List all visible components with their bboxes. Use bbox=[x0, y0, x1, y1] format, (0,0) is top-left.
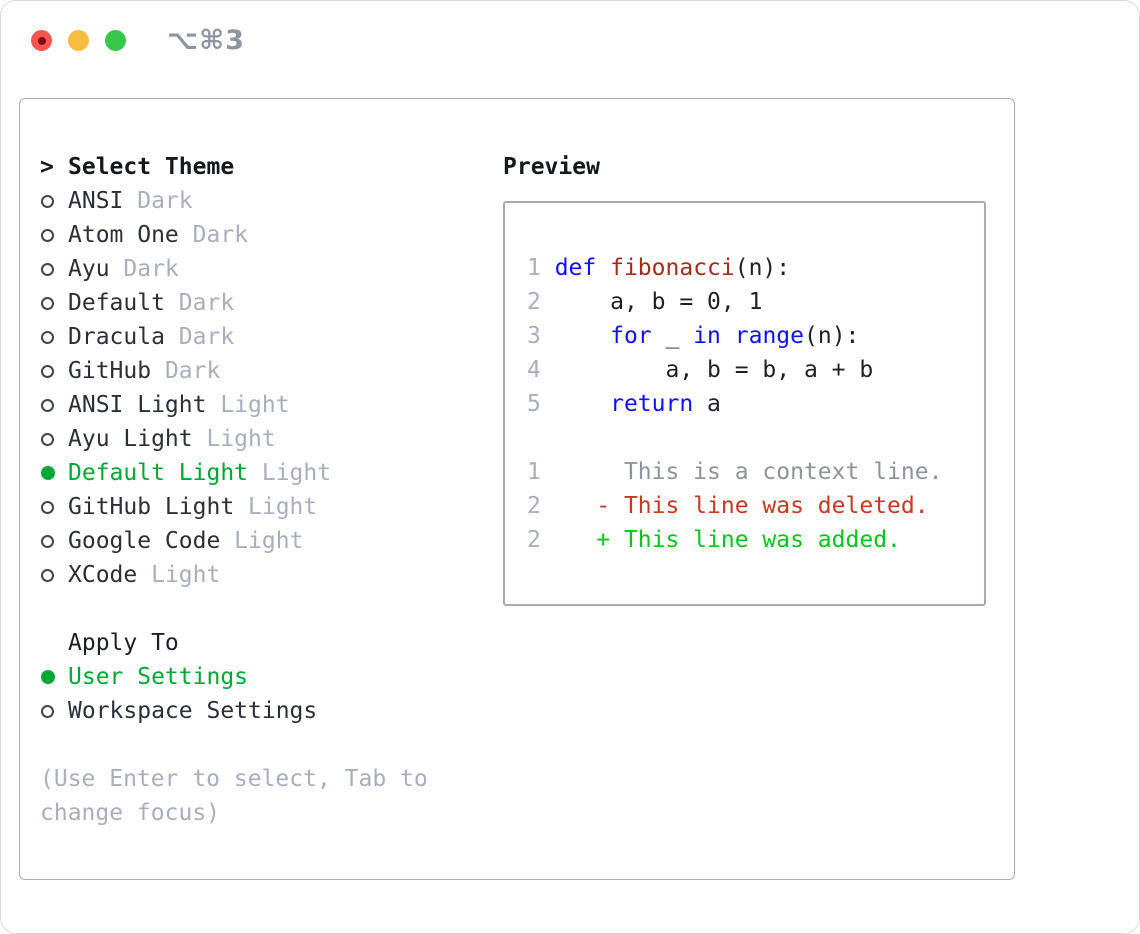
code-line: 5 return a bbox=[527, 391, 721, 417]
option-variant-label: Light bbox=[220, 528, 304, 554]
theme-option-default-light[interactable]: Default Light Light bbox=[40, 456, 495, 490]
option-label: Ayu bbox=[68, 256, 110, 282]
option-variant-label: Dark bbox=[151, 358, 221, 384]
code-line: 2 + This line was added. bbox=[527, 527, 901, 553]
radio-icon bbox=[40, 194, 68, 208]
radio-icon bbox=[40, 330, 68, 344]
radio-selected-icon bbox=[40, 466, 68, 480]
theme-option-google-code[interactable]: Google Code Light bbox=[40, 524, 495, 558]
option-variant-label: Light bbox=[137, 562, 221, 588]
code-line: 2 a, b = 0, 1 bbox=[527, 289, 763, 315]
theme-option-dracula[interactable]: Dracula Dark bbox=[40, 320, 495, 354]
option-label: ANSI bbox=[68, 188, 124, 214]
close-button[interactable] bbox=[31, 30, 52, 51]
option-label: Default Light bbox=[68, 460, 249, 486]
code-line: 4 a, b = b, a + b bbox=[527, 357, 874, 383]
theme-option-xcode[interactable]: XCode Light bbox=[40, 558, 495, 592]
option-variant-label: Dark bbox=[178, 222, 249, 248]
option-variant-label: Light bbox=[206, 392, 290, 418]
spacer bbox=[40, 592, 495, 626]
option-label: Atom One bbox=[68, 222, 179, 248]
apply-to-header: Apply To bbox=[40, 626, 495, 660]
preview-code: 1 def fibonacci(n): 2 a, b = 0, 1 3 for _ … bbox=[527, 251, 974, 557]
option-variant-label: Dark bbox=[164, 290, 235, 316]
option-variant-label: Dark bbox=[123, 188, 193, 214]
theme-option-github-light[interactable]: GitHub Light Light bbox=[40, 490, 495, 524]
option-variant-label: Light bbox=[248, 460, 332, 486]
radio-icon bbox=[40, 704, 68, 718]
option-label: GitHub Light bbox=[68, 494, 235, 520]
radio-icon bbox=[40, 262, 68, 276]
theme-option-github[interactable]: GitHub Dark bbox=[40, 354, 495, 388]
hint-line-2: change focus) bbox=[40, 800, 221, 826]
theme-option-ansi-light[interactable]: ANSI Light Light bbox=[40, 388, 495, 422]
code-line: 1 This is a context line. bbox=[527, 459, 943, 485]
radio-icon bbox=[40, 568, 68, 582]
window-title: ⌥⌘3 bbox=[167, 25, 245, 56]
apply-to-label: Apply To bbox=[68, 630, 179, 656]
theme-option-ayu-light[interactable]: Ayu Light Light bbox=[40, 422, 495, 456]
option-label: ANSI Light bbox=[68, 392, 207, 418]
apply-to-list: User Settings Workspace Settings bbox=[40, 660, 495, 728]
select-theme-header: > Select Theme bbox=[40, 150, 495, 184]
hint-line-1: (Use Enter to select, Tab to bbox=[40, 766, 428, 792]
theme-option-ayu[interactable]: Ayu Dark bbox=[40, 252, 495, 286]
preview-label: Preview bbox=[503, 154, 600, 180]
option-label: GitHub bbox=[68, 358, 152, 384]
radio-icon bbox=[40, 228, 68, 242]
theme-option-default[interactable]: Default Dark bbox=[40, 286, 495, 320]
radio-icon bbox=[40, 534, 68, 548]
option-label: Workspace Settings bbox=[68, 698, 318, 724]
radio-icon bbox=[40, 296, 68, 310]
option-label: User Settings bbox=[68, 664, 249, 690]
theme-list: ANSI Dark Atom One Dark Ayu Dark Default Da… bbox=[40, 184, 495, 592]
preview-box: 1 def fibonacci(n): 2 a, b = 0, 1 3 for _ … bbox=[503, 201, 986, 606]
close-dot-icon bbox=[37, 36, 46, 45]
code-line: 2 - This line was deleted. bbox=[527, 493, 929, 519]
window-titlebar: ⌥⌘3 bbox=[1, 1, 1139, 61]
radio-icon bbox=[40, 364, 68, 378]
option-variant-label: Light bbox=[234, 494, 318, 520]
zoom-button[interactable] bbox=[105, 30, 126, 51]
option-variant-label: Dark bbox=[164, 324, 235, 350]
code-line bbox=[527, 421, 974, 455]
code-line: 1 def fibonacci(n): bbox=[527, 255, 791, 281]
select-theme-label: Select Theme bbox=[68, 154, 235, 180]
option-label: XCode bbox=[68, 562, 138, 588]
code-line: 3 for _ in range(n): bbox=[527, 323, 860, 349]
option-variant-label: Dark bbox=[109, 256, 179, 282]
radio-icon bbox=[40, 398, 68, 412]
preview-column: Preview 1 def fibonacci(n): 2 a, b = 0, 1… bbox=[503, 150, 995, 606]
radio-selected-icon bbox=[40, 670, 68, 684]
hint-text: (Use Enter to select, Tab to change focu… bbox=[40, 762, 495, 830]
option-label: Ayu Light bbox=[68, 426, 193, 452]
option-variant-label: Light bbox=[192, 426, 276, 452]
spacer bbox=[40, 728, 495, 762]
minimize-button[interactable] bbox=[68, 30, 89, 51]
prompt-icon: > bbox=[40, 154, 54, 180]
radio-icon bbox=[40, 500, 68, 514]
option-label: Google Code bbox=[68, 528, 221, 554]
option-label: Dracula bbox=[68, 324, 165, 350]
theme-option-ansi[interactable]: ANSI Dark bbox=[40, 184, 495, 218]
theme-option-atom-one[interactable]: Atom One Dark bbox=[40, 218, 495, 252]
theme-picker-panel: > Select Theme ANSI Dark Atom One Dark Ayu… bbox=[19, 98, 1015, 880]
apply-option-workspace-settings[interactable]: Workspace Settings bbox=[40, 694, 495, 728]
option-label: Default bbox=[68, 290, 165, 316]
selection-column: > Select Theme ANSI Dark Atom One Dark Ayu… bbox=[40, 150, 495, 830]
radio-icon bbox=[40, 432, 68, 446]
apply-option-user-settings[interactable]: User Settings bbox=[40, 660, 495, 694]
